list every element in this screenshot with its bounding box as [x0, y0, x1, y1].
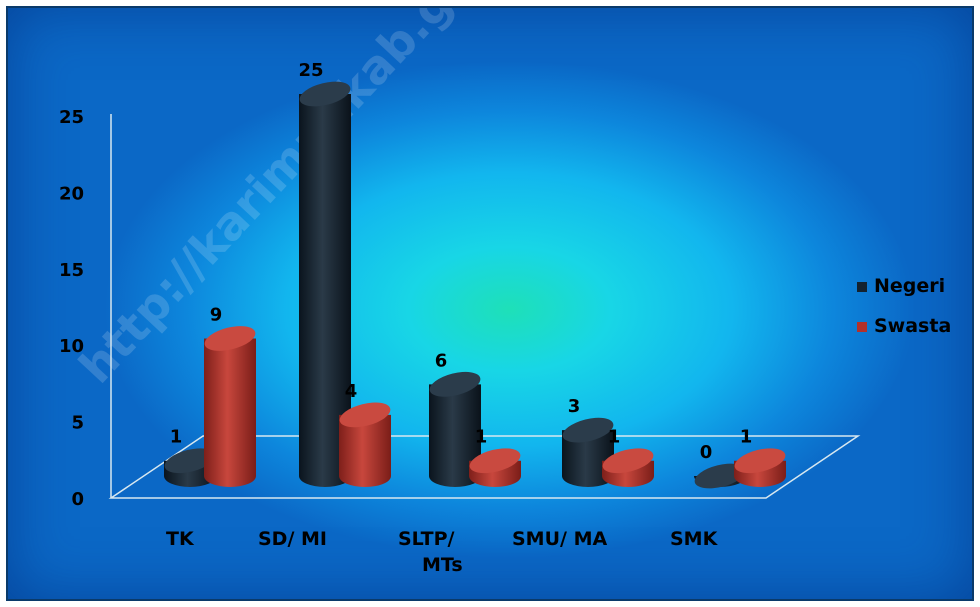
bar-top	[694, 463, 746, 489]
x-tick-label: SD/ MI	[258, 528, 327, 550]
bar-swasta	[204, 326, 256, 487]
data-label: 0	[700, 442, 713, 463]
bar-top	[164, 448, 216, 474]
y-tick-label: 25	[59, 107, 84, 128]
x-tick-label-line: SLTP/	[398, 528, 455, 550]
y-tick-label: 5	[71, 413, 84, 434]
bar-body	[562, 430, 614, 487]
bar-negeri	[694, 463, 746, 489]
y-tick-label: 20	[59, 183, 84, 204]
bar-top	[204, 326, 256, 351]
bar-top	[339, 402, 391, 428]
data-label: 3	[568, 396, 581, 417]
legend-label-negeri: Negeri	[874, 275, 945, 297]
legend-label-swasta: Swasta	[874, 315, 951, 337]
data-label: 1	[608, 427, 621, 448]
legend-swatch-negeri	[857, 282, 867, 292]
x-tick-label: SMK	[670, 528, 719, 550]
y-tick-label: 0	[71, 489, 84, 510]
bar-body	[299, 94, 351, 487]
x-tick-label-line: SMK	[670, 528, 719, 550]
legend-swatch-swasta	[857, 322, 867, 332]
data-label: 1	[740, 427, 753, 448]
x-tick-label-line: SD/ MI	[258, 528, 327, 550]
bar-body	[429, 384, 481, 487]
bar-top	[562, 417, 614, 443]
bar-top	[299, 81, 351, 107]
data-label: 1	[475, 427, 488, 448]
bar-swasta	[734, 448, 786, 487]
x-tick-label-line: SMU/ MA	[512, 528, 607, 550]
bar-swasta	[602, 448, 654, 487]
data-label: 4	[345, 381, 358, 402]
y-tick-label: 10	[59, 336, 84, 357]
data-label: 25	[298, 60, 323, 81]
bar-swasta	[339, 402, 391, 487]
data-label: 6	[435, 350, 448, 371]
bar-body	[339, 414, 391, 487]
bar-negeri	[299, 81, 351, 487]
x-tick-label-line: MTs	[422, 554, 463, 576]
y-tick-label: 15	[59, 260, 84, 281]
chart-svg: http://karimunkab.go.id 0510152025TKSD/ …	[59, 8, 951, 576]
x-tick-label: TK	[166, 528, 195, 550]
x-tick-label-line: TK	[166, 528, 195, 550]
data-label: 9	[210, 304, 223, 325]
bar-top	[602, 448, 654, 474]
data-label: 1	[170, 427, 183, 448]
x-tick-label: SLTP/MTs	[398, 528, 463, 576]
bar-swasta	[469, 448, 521, 487]
bar-body	[204, 338, 256, 487]
x-tick-label: SMU/ MA	[512, 528, 607, 550]
bar-negeri	[562, 417, 614, 487]
bar-top	[734, 448, 786, 474]
bar-top	[469, 448, 521, 474]
bar-top	[429, 371, 481, 397]
bar-negeri	[164, 448, 216, 487]
chart-frame: http://karimunkab.go.id 0510152025TKSD/ …	[6, 6, 974, 601]
bar-negeri	[429, 371, 481, 487]
